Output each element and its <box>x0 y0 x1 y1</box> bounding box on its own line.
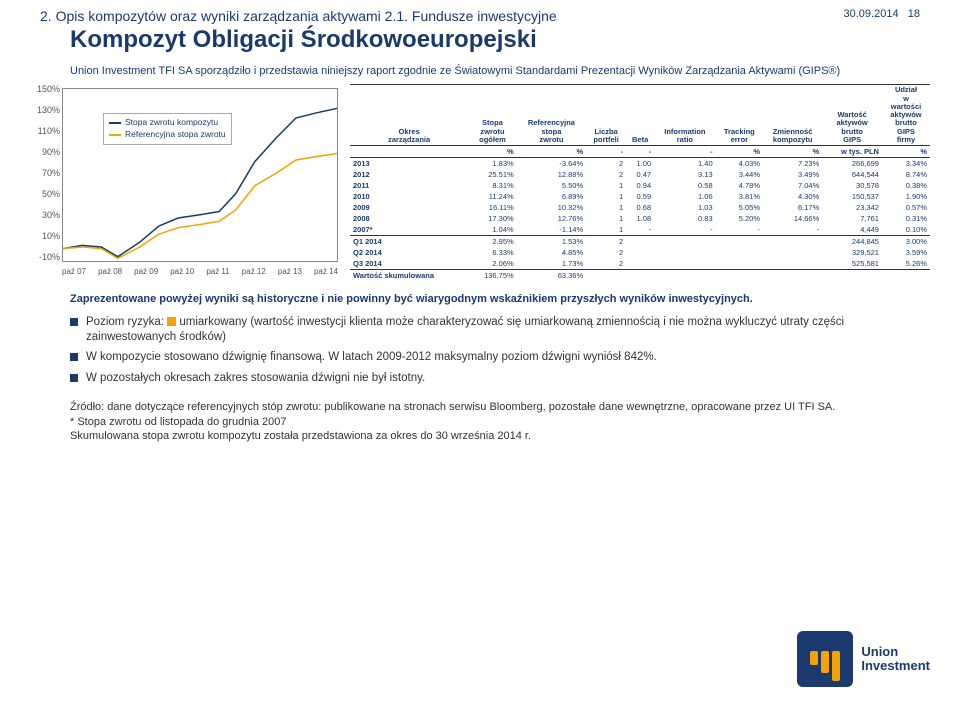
logo-line-1: Union <box>861 645 930 659</box>
risk-text: umiarkowany (wartość inwestycji klienta … <box>86 316 844 343</box>
date-page: 30.09.2014 18 <box>844 8 920 24</box>
gips-statement: Union Investment TFI SA sporządziło i pr… <box>0 60 960 84</box>
section-title: 2. Opis kompozytów oraz wyniki zarządzan… <box>40 8 557 24</box>
source-line-3: Skumulowana stopa zwrotu kompozytu zosta… <box>70 429 920 443</box>
page-title: Kompozyt Obligacji Środkowoeuropejski <box>0 24 960 60</box>
bullet-risk: Poziom ryzyka: umiarkowany (wartość inwe… <box>70 315 920 345</box>
source-line-2: * Stopa zwrotu od listopada do grudnia 2… <box>70 415 920 429</box>
bullet-list: Poziom ryzyka: umiarkowany (wartość inwe… <box>0 311 960 387</box>
logo-badge <box>797 631 853 687</box>
disclaimer: Zaprezentowane powyżej wyniki są history… <box>0 284 960 310</box>
source-line-1: Źródło: dane dotyczące referencyjnych st… <box>70 400 920 414</box>
logo-line-2: Investment <box>861 659 930 673</box>
risk-square-icon <box>167 317 176 326</box>
page-number: 18 <box>908 8 920 20</box>
source-note: Źródło: dane dotyczące referencyjnych st… <box>0 392 960 443</box>
chart-legend: Stopa zwrotu kompozytuReferencyjna stopa… <box>103 113 232 145</box>
risk-label: Poziom ryzyka: <box>86 316 167 328</box>
bullet-leverage: W kompozycie stosowano dźwignię finansow… <box>70 350 920 365</box>
logo-text: Union Investment <box>861 645 930 674</box>
bullet-leverage-other: W pozostałych okresach zakres stosowania… <box>70 371 920 386</box>
date: 30.09.2014 <box>844 8 899 20</box>
performance-chart: 150%130%110%90%70%50%30%10%-10% Stopa zw… <box>30 84 340 284</box>
data-table: OkreszarządzaniaStopazwrotuogółemReferen… <box>350 84 930 284</box>
brand-logo: Union Investment <box>797 631 930 687</box>
